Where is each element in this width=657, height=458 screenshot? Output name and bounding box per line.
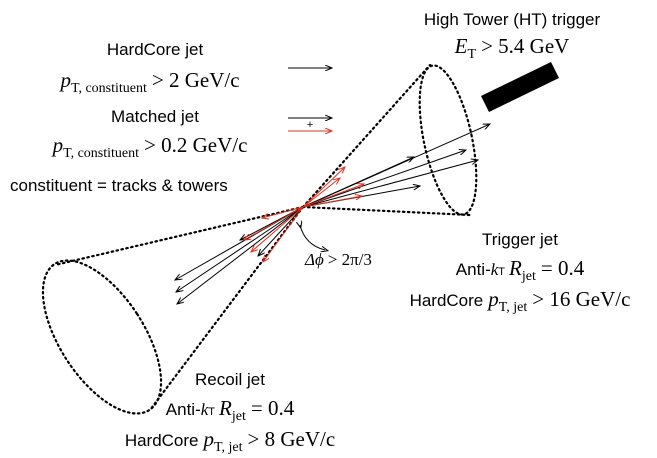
k-sub: T [208, 406, 215, 418]
matched-cut: pT, constituent > 0.2 GeV/c [51, 133, 248, 161]
prefix: Anti- [166, 400, 201, 419]
rest: = 0.4 [541, 256, 585, 280]
prefix: HardCore [410, 291, 484, 310]
rest: > 2 GeV/c [152, 68, 240, 92]
trigger-arrows [303, 124, 490, 207]
k-sub: T [498, 266, 505, 278]
constituent-note: constituent = tracks & towers [10, 176, 228, 195]
rest: > 16 GeV/c [532, 287, 630, 311]
prefix: HardCore [125, 431, 199, 450]
sub: T, jet [214, 440, 243, 455]
trigger-title: High Tower (HT) trigger [424, 10, 601, 29]
trigger-cone [303, 61, 487, 220]
r-sub: jet [231, 409, 246, 424]
rest: > 0.2 GeV/c [144, 133, 247, 157]
recoil-jet-title: Recoil jet [195, 370, 265, 389]
trigger-jet-title: Trigger jet [482, 230, 558, 249]
rest: > 8 GeV/c [248, 427, 336, 451]
sub: T [468, 47, 477, 62]
symbol: p [58, 68, 71, 92]
trigger-cut: ET > 5.4 GeV [454, 34, 570, 62]
symbol: Δϕ [304, 250, 324, 269]
matched-title: Matched jet [111, 107, 199, 126]
hardcore-cut: pT, constituent > 2 GeV/c [58, 68, 239, 96]
ht-tower [481, 62, 559, 112]
rest: = 0.4 [251, 396, 295, 420]
prefix: Anti- [456, 260, 491, 279]
plus-sign: + [307, 119, 313, 131]
symbol: p [51, 133, 64, 157]
diagram: + High Tower (HT) trigger ET> 5.4 GeV Ha… [0, 0, 657, 458]
symbol: p [486, 287, 499, 311]
symbol: p [202, 427, 215, 451]
sub: T, constituent [63, 146, 139, 161]
angle-arc [300, 225, 325, 250]
r: R [218, 396, 232, 420]
angle-label: Δϕ> 2π/3 [304, 250, 372, 269]
r: R [508, 256, 522, 280]
rest: > 2π/3 [328, 250, 372, 269]
rest: > 5.4 GeV [481, 34, 569, 58]
sub: T, jet [499, 300, 528, 315]
hardcore-title: HardCore jet [107, 40, 204, 59]
symbol: E [454, 34, 468, 58]
r-sub: jet [521, 269, 536, 284]
sub: T, constituent [71, 81, 147, 96]
